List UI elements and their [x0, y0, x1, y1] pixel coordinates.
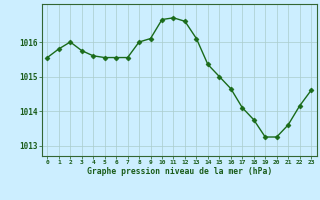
X-axis label: Graphe pression niveau de la mer (hPa): Graphe pression niveau de la mer (hPa)	[87, 167, 272, 176]
